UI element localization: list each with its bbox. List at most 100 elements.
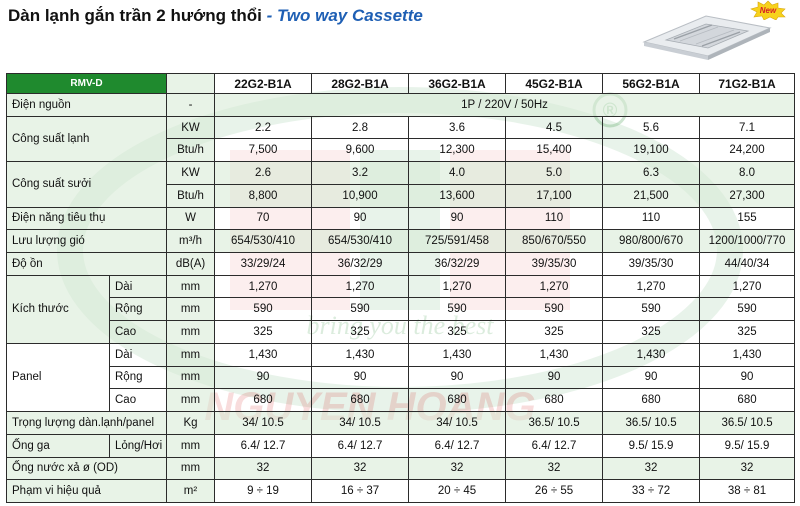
table-cell: 32 bbox=[214, 456, 313, 481]
table-cell: 680 bbox=[214, 388, 313, 413]
table-row-panel-height: Cao mm 680 680 680 680 680 680 bbox=[7, 388, 796, 413]
table-row-drain: Ống nước xả ø (OD) mm 32 32 32 32 32 32 bbox=[5, 456, 796, 481]
table-cell: 2.2 bbox=[214, 115, 313, 140]
table-cell: 9 ÷ 19 bbox=[214, 479, 313, 503]
table-cell: 110 bbox=[505, 206, 604, 231]
table-cell: 325 bbox=[214, 320, 313, 344]
unit-cell: dB(A) bbox=[166, 252, 216, 276]
sub-label: Rộng bbox=[108, 297, 168, 322]
model-header: 71G2-B1A bbox=[699, 73, 796, 94]
unit-cell: W bbox=[166, 206, 216, 231]
table-row-pipe: Ống ga Lỏng/Hơi mm 6.4/ 12.7 6.4/ 12.7 6… bbox=[6, 433, 796, 458]
model-header: 28G2-B1A bbox=[311, 73, 410, 94]
table-cell: 32 bbox=[408, 456, 507, 481]
table-cell: 12,300 bbox=[408, 138, 507, 163]
table-cell: 32 bbox=[311, 456, 410, 481]
table-cell: 5.6 bbox=[602, 115, 701, 140]
table-row-panel-length: Panel Dài mm 1,430 1,430 1,430 1,430 1,4… bbox=[6, 342, 796, 413]
table-cell: 725/591/458 bbox=[408, 229, 507, 254]
unit-cell: mm bbox=[166, 365, 216, 390]
table-cell: 1,430 bbox=[214, 342, 313, 367]
row-label: Lưu lượng gió bbox=[5, 229, 168, 254]
row-label: Kích thước bbox=[6, 274, 110, 344]
unit-cell: Btu/h bbox=[166, 138, 216, 163]
title-main: Dàn lạnh gắn trần 2 hướng thổi bbox=[8, 6, 262, 25]
table-header-row: RMV-D 22G2-B1A 28G2-B1A 36G2-B1A 45G2-B1… bbox=[5, 73, 796, 94]
table-cell: 33/29/24 bbox=[214, 252, 313, 276]
table-row-area: Phạm vi hiệu quả m² 9 ÷ 19 16 ÷ 37 20 ÷ … bbox=[5, 479, 796, 503]
table-row-heating-kw: Công suất sưởi KW 2.6 3.2 4.0 5.0 6.3 8.… bbox=[5, 161, 796, 208]
table-cell: 6.4/ 12.7 bbox=[311, 433, 410, 458]
table-cell: 33 ÷ 72 bbox=[602, 479, 701, 503]
table-cell: 36/32/29 bbox=[408, 252, 507, 276]
table-cell: 1,270 bbox=[311, 274, 410, 299]
new-badge: New bbox=[748, 0, 788, 21]
table-cell: 590 bbox=[505, 297, 604, 322]
unit-cell: mm bbox=[166, 297, 216, 322]
model-header: 22G2-B1A bbox=[214, 73, 313, 94]
row-label: Công suất lạnh bbox=[5, 115, 168, 163]
table-cell: 39/35/30 bbox=[505, 252, 604, 276]
table-cell: 3.2 bbox=[311, 161, 410, 185]
row-label: Công suất sưởi bbox=[5, 161, 168, 208]
row-label: Ống nước xả ø (OD) bbox=[5, 456, 168, 481]
cassette-unit-image bbox=[636, 8, 776, 60]
table-cell: 90 bbox=[505, 365, 604, 390]
table-cell: 850/670/550 bbox=[505, 229, 604, 254]
table-cell: 32 bbox=[505, 456, 604, 481]
row-label: Điện năng tiêu thụ bbox=[5, 206, 168, 231]
table-row-dimension-length: Kích thước Dài mm 1,270 1,270 1,270 1,27… bbox=[6, 274, 796, 344]
table-cell: 325 bbox=[602, 320, 701, 344]
table-cell: 9.5/ 15.9 bbox=[699, 433, 796, 458]
unit-header bbox=[166, 73, 216, 94]
table-cell: 590 bbox=[602, 297, 701, 322]
unit-cell: KW bbox=[166, 115, 216, 140]
new-badge-label: New bbox=[760, 6, 777, 15]
title-subtitle: - Two way Cassette bbox=[266, 6, 423, 25]
table-cell: 325 bbox=[311, 320, 410, 344]
table-cell: 90 bbox=[602, 365, 701, 390]
power-value: 1P / 220V / 50Hz bbox=[214, 93, 796, 117]
table-cell: 654/530/410 bbox=[311, 229, 410, 254]
sub-label: Cao bbox=[108, 388, 168, 413]
table-cell: 44/40/34 bbox=[699, 252, 796, 276]
header: Dàn lạnh gắn trần 2 hướng thổi - Two way… bbox=[0, 0, 800, 66]
row-label: Phạm vi hiệu quả bbox=[5, 479, 168, 503]
sub-label: Dài bbox=[108, 274, 168, 299]
table-cell: 680 bbox=[699, 388, 796, 413]
unit-cell: mm bbox=[166, 388, 216, 413]
table-cell: 4.5 bbox=[505, 115, 604, 140]
table-cell: 1,430 bbox=[505, 342, 604, 367]
table-cell: 590 bbox=[311, 297, 410, 322]
table-cell: 90 bbox=[699, 365, 796, 390]
table-cell: 21,500 bbox=[602, 183, 701, 208]
sub-label: Cao bbox=[108, 320, 168, 344]
table-row-noise: Độ ồn dB(A) 33/29/24 36/32/29 36/32/29 3… bbox=[5, 252, 796, 276]
model-header: 56G2-B1A bbox=[602, 73, 701, 94]
table-cell: 90 bbox=[408, 365, 507, 390]
table-cell: 36/32/29 bbox=[311, 252, 410, 276]
row-label: Độ ồn bbox=[5, 252, 168, 276]
table-cell: 1,270 bbox=[214, 274, 313, 299]
table-cell: 1,270 bbox=[505, 274, 604, 299]
table-cell: 9.5/ 15.9 bbox=[602, 433, 701, 458]
table-row-consumption: Điện năng tiêu thụ W 70 90 90 110 110 15… bbox=[5, 206, 796, 231]
unit-cell: Kg bbox=[166, 411, 216, 435]
table-cell: 590 bbox=[699, 297, 796, 322]
model-header: 36G2-B1A bbox=[408, 73, 507, 94]
table-cell: 6.4/ 12.7 bbox=[214, 433, 313, 458]
table-cell: 155 bbox=[699, 206, 796, 231]
table-cell: 110 bbox=[602, 206, 701, 231]
sub-label: Lỏng/Hơi bbox=[108, 433, 168, 458]
table-cell: 1,430 bbox=[311, 342, 410, 367]
table-cell: 590 bbox=[408, 297, 507, 322]
row-label: Trọng lượng dàn.lạnh/panel bbox=[5, 411, 168, 435]
table-cell: 1200/1000/770 bbox=[699, 229, 796, 254]
table-cell: 90 bbox=[408, 206, 507, 231]
table-row-cooling-kw: Công suất lạnh KW 2.2 2.8 3.6 4.5 5.6 7.… bbox=[5, 115, 796, 163]
table-row-dimension-width: Rộng mm 590 590 590 590 590 590 bbox=[7, 297, 796, 322]
table-row-heating-btu: Btu/h 8,800 10,900 13,600 17,100 21,500 … bbox=[7, 183, 796, 208]
table-cell: 3.6 bbox=[408, 115, 507, 140]
table-cell: 38 ÷ 81 bbox=[699, 479, 796, 503]
table-cell: 32 bbox=[699, 456, 796, 481]
